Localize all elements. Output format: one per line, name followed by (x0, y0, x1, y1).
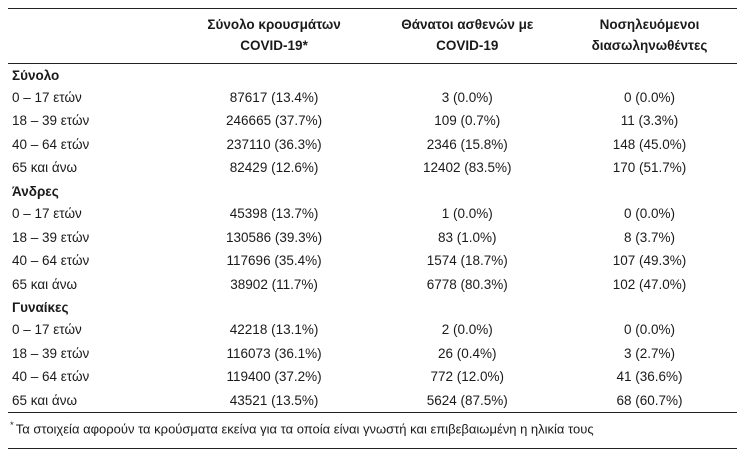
table-row: 65 και άνω 43521 (13.5%) 5624 (87.5%) 68… (8, 389, 737, 413)
footnote-text: Τα στοιχεία αφορούν τα κρούσματα εκείνα … (15, 421, 594, 437)
cases-cell: 43521 (13.5%) (229, 392, 319, 408)
row-label: 65 και άνω (12, 160, 78, 176)
deaths-cell: 772 (12.0%) (430, 369, 505, 385)
row-label: 65 και άνω (12, 276, 78, 292)
row-label: 65 και άνω (12, 392, 78, 408)
row-label: 40 – 64 ετών (12, 369, 90, 385)
row-label: 40 – 64 ετών (12, 253, 90, 269)
header-total-cases: Σύνολο κρουσμάτων COVID-19* (175, 8, 373, 64)
section-row-total: Σύνολο (8, 63, 737, 86)
cases-cell: 45398 (13.7%) (229, 206, 319, 222)
table-row: 40 – 64 ετών 117696 (35.4%) 1574 (18.7%)… (8, 249, 737, 273)
cases-cell: 246665 (37.7%) (226, 113, 323, 129)
deaths-cell: 12402 (83.5%) (422, 160, 512, 176)
row-label: 40 – 64 ετών (12, 136, 90, 152)
header-intubated-line1: Νοσηλευόμενοι (599, 17, 700, 32)
table-row: 65 και άνω 38902 (11.7%) 6778 (80.3%) 10… (8, 273, 737, 297)
cases-cell: 130586 (39.3%) (226, 229, 323, 245)
section-row-women: Γυναίκες (8, 296, 737, 318)
table-row: 18 – 39 ετών 116073 (36.1%) 26 (0.4%) 3 … (8, 342, 737, 366)
table-row: 65 και άνω 82429 (12.6%) 12402 (83.5%) 1… (8, 156, 737, 180)
intubated-cell: 107 (49.3%) (612, 253, 687, 269)
header-intubated-line2: διασωληνωθέντες (591, 37, 708, 53)
header-intubated: Νοσηλευόμενοι διασωληνωθέντες (562, 8, 737, 64)
deaths-cell: 26 (0.4%) (437, 345, 497, 361)
deaths-cell: 3 (0.0%) (441, 89, 493, 105)
header-deaths-line2: COVID-19 (436, 37, 499, 53)
cases-cell: 82429 (12.6%) (229, 160, 319, 176)
header-total-cases-line2: COVID-19* (240, 37, 308, 53)
table-row: 0 – 17 ετών 45398 (13.7%) 1 (0.0%) 0 (0.… (8, 202, 737, 226)
cases-cell: 119400 (37.2%) (226, 369, 322, 385)
intubated-cell: 102 (47.0%) (612, 276, 687, 292)
deaths-cell: 2 (0.0%) (441, 322, 493, 338)
header-empty-cell (8, 8, 176, 64)
section-title-total: Σύνολο (12, 67, 60, 83)
row-label: 0 – 17 ετών (12, 206, 82, 222)
row-label: 18 – 39 ετών (12, 113, 90, 129)
intubated-cell: 8 (3.7%) (623, 229, 676, 245)
intubated-cell: 148 (45.0%) (612, 136, 687, 152)
table-row: 40 – 64 ετών 237110 (36.3%) 2346 (15.8%)… (8, 133, 737, 157)
cases-cell: 38902 (11.7%) (230, 276, 318, 292)
intubated-cell: 68 (60.7%) (616, 392, 683, 408)
cases-cell: 87617 (13.4%) (229, 89, 319, 105)
table-row: 0 – 17 ετών 42218 (13.1%) 2 (0.0%) 0 (0.… (8, 318, 737, 342)
intubated-cell: 11 (3.3%) (620, 113, 679, 129)
header-deaths: Θάνατοι ασθενών με COVID-19 (372, 8, 563, 64)
deaths-cell: 109 (0.7%) (434, 113, 501, 129)
table-row: 18 – 39 ετών 130586 (39.3%) 83 (1.0%) 8 … (8, 226, 737, 250)
cases-cell: 42218 (13.1%) (229, 322, 319, 338)
table-row: 40 – 64 ετών 119400 (37.2%) 772 (12.0%) … (8, 365, 737, 389)
table-row: 18 – 39 ετών 246665 (37.7%) 109 (0.7%) 1… (8, 109, 737, 133)
section-title-men: Άνδρες (12, 184, 59, 200)
cases-cell: 117696 (35.4%) (226, 253, 322, 269)
deaths-cell: 6778 (80.3%) (426, 276, 508, 292)
deaths-cell: 1 (0.0%) (441, 206, 493, 222)
deaths-cell: 5624 (87.5%) (426, 392, 508, 408)
deaths-cell: 83 (1.0%) (437, 229, 497, 245)
row-label: 0 – 17 ετών (12, 89, 82, 105)
table-row: 0 – 17 ετών 87617 (13.4%) 3 (0.0%) 0 (0.… (8, 86, 737, 110)
row-label: 0 – 17 ετών (12, 322, 82, 338)
intubated-cell: 0 (0.0%) (623, 206, 676, 222)
header-deaths-line1: Θάνατοι ασθενών με (401, 17, 534, 32)
row-label: 18 – 39 ετών (12, 345, 90, 361)
deaths-cell: 2346 (15.8%) (426, 136, 508, 152)
cases-cell: 237110 (36.3%) (226, 136, 322, 152)
intubated-cell: 170 (51.7%) (612, 160, 687, 176)
header-total-cases-line1: Σύνολο κρουσμάτων (207, 17, 341, 32)
table-header: Σύνολο κρουσμάτων COVID-19* Θάνατοι ασθε… (8, 8, 737, 64)
table-footnote: * Τα στοιχεία αφορούν τα κρούσματα εκείνα… (8, 413, 737, 449)
footnote-marker: * (10, 420, 14, 432)
intubated-cell: 41 (36.6%) (616, 369, 683, 385)
intubated-cell: 3 (2.7%) (623, 345, 676, 361)
covid-statistics-table: Σύνολο κρουσμάτων COVID-19* Θάνατοι ασθε… (8, 8, 737, 414)
intubated-cell: 0 (0.0%) (623, 322, 676, 338)
section-title-women: Γυναίκες (12, 300, 69, 316)
deaths-cell: 1574 (18.7%) (426, 253, 508, 269)
row-label: 18 – 39 ετών (12, 229, 90, 245)
intubated-cell: 0 (0.0%) (623, 89, 676, 105)
cases-cell: 116073 (36.1%) (226, 345, 322, 361)
section-row-men: Άνδρες (8, 180, 737, 202)
